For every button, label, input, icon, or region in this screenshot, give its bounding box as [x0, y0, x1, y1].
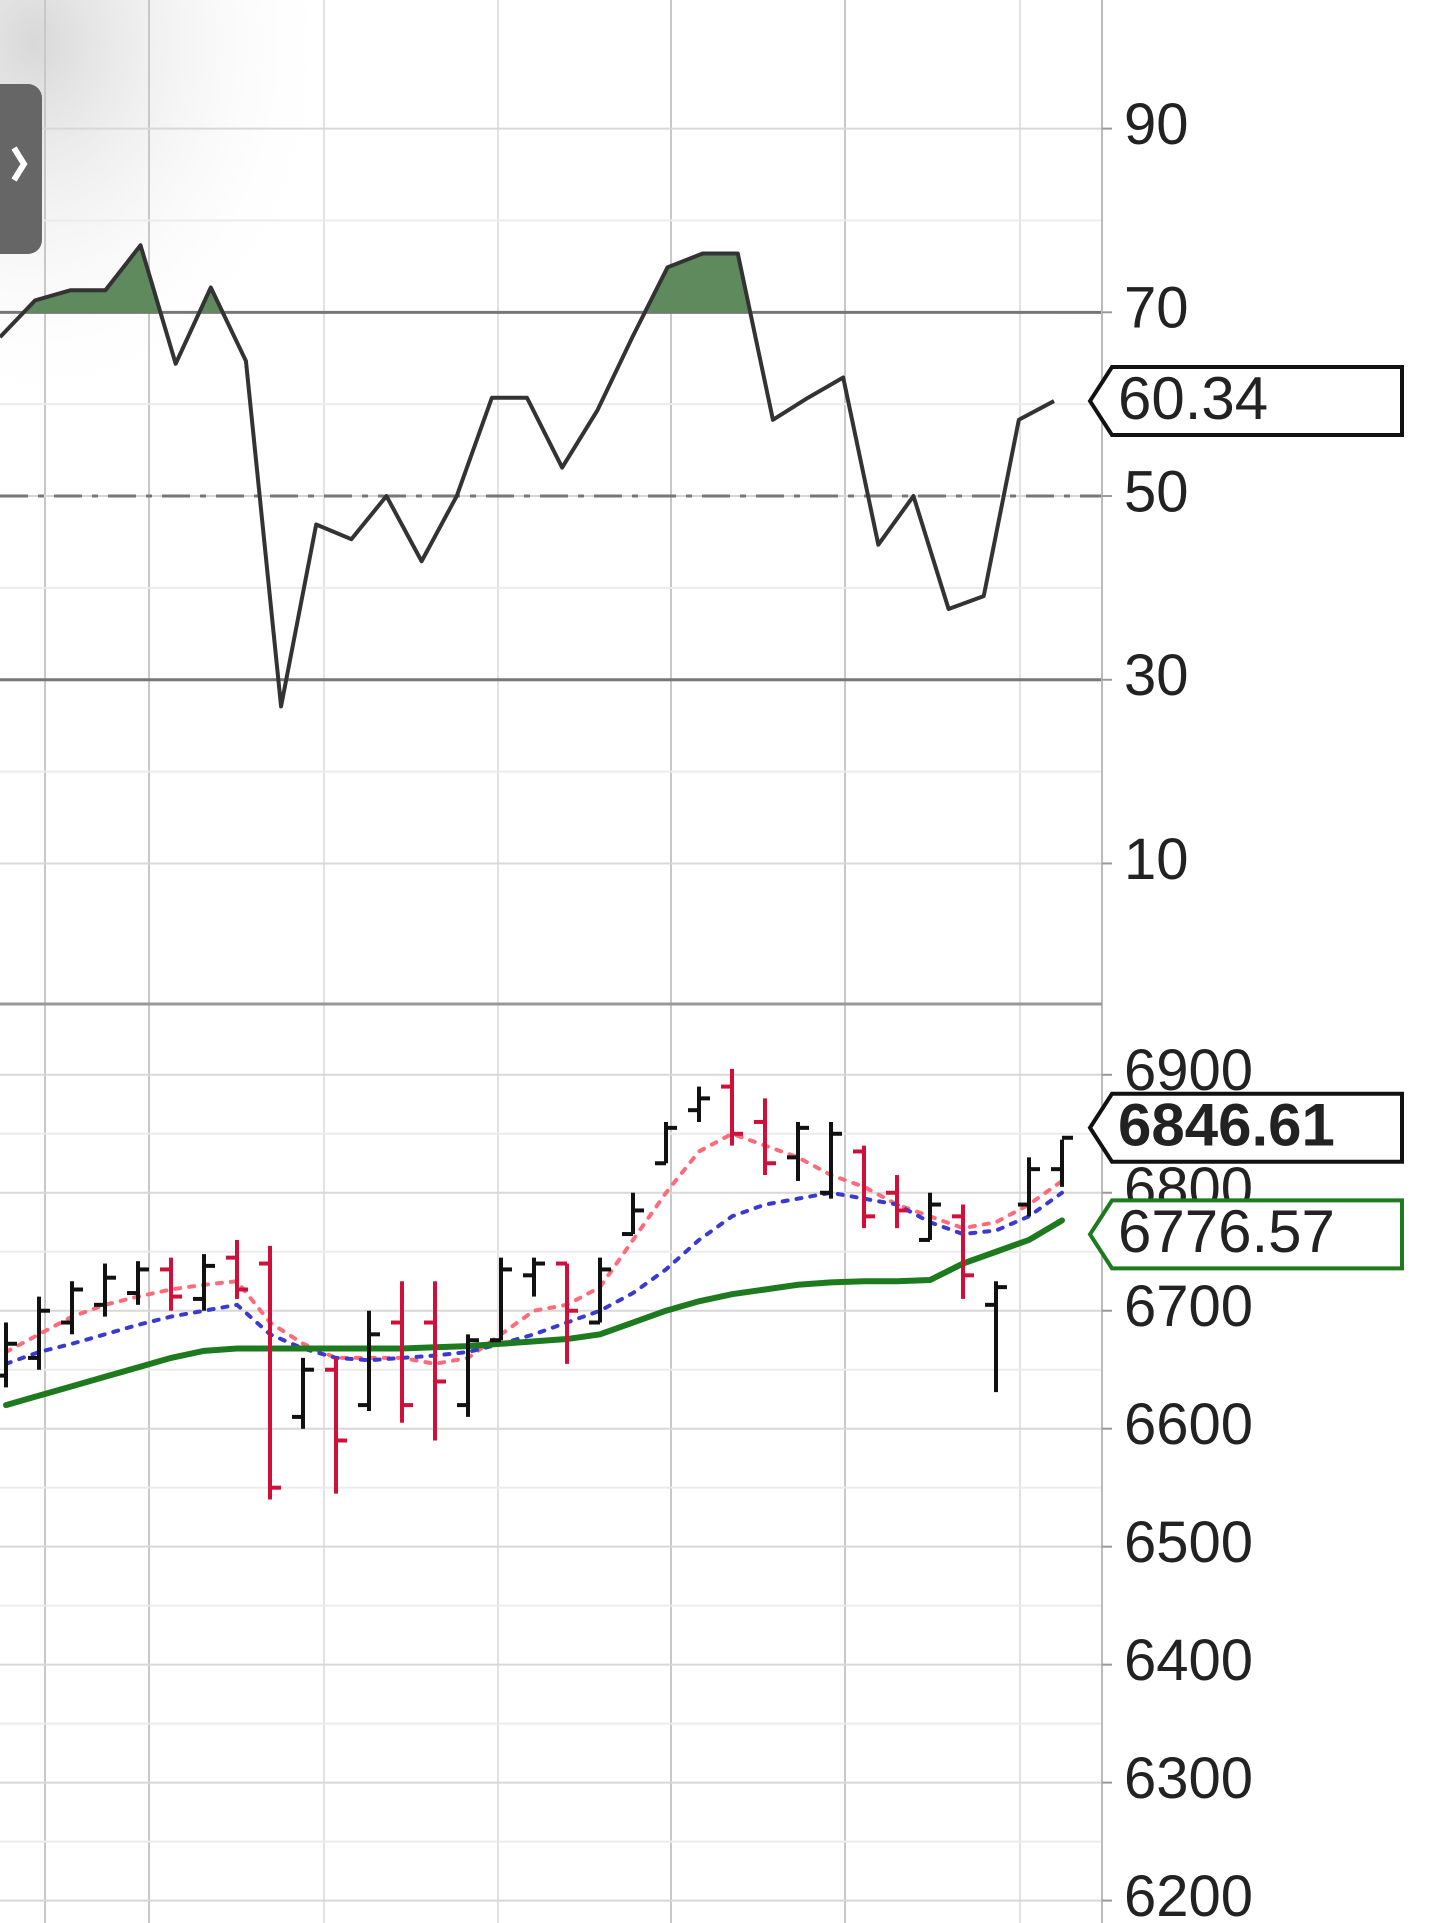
plot — [0, 243, 1102, 1500]
rsi-line — [0, 243, 1055, 709]
ohlc-bar — [688, 1086, 710, 1122]
value-box: 6776.57 — [1087, 1198, 1404, 1271]
ohlc-bar — [754, 1098, 776, 1176]
value-box-label: 6846.61 — [1118, 1092, 1335, 1159]
value-box-frame — [1087, 1198, 1404, 1271]
moving-average — [3, 1217, 1065, 1409]
ohlc-bar — [424, 1281, 446, 1441]
moving-average — [4, 1131, 1064, 1366]
ohlc-bar — [952, 1204, 974, 1299]
ohlc-bar — [1018, 1157, 1040, 1217]
y-tick-label: 6200 — [1124, 1864, 1253, 1923]
ohlc-bar — [61, 1281, 83, 1335]
ohlc-bar — [985, 1281, 1007, 1393]
ohlc-bar — [622, 1192, 644, 1237]
axis: 10 30 50 70 90 60.34 6200 6300 6400 6500 6600 6700 6… — [1087, 92, 1404, 1923]
value-box-label: 6776.57 — [1118, 1198, 1335, 1265]
ohlc-bar — [0, 1322, 17, 1388]
value-box: 60.34 — [1087, 365, 1404, 438]
y-tick-label: 6600 — [1124, 1392, 1253, 1457]
ohlc-bar — [391, 1281, 413, 1423]
ohlc-bar — [820, 1121, 842, 1199]
value-box-label: 60.34 — [1118, 365, 1268, 432]
ohlc-bar — [259, 1245, 281, 1500]
ohlc-bar — [589, 1257, 611, 1325]
ohlc-bar — [292, 1357, 314, 1429]
ohlc-bar — [1051, 1135, 1073, 1187]
ohlc-bar — [325, 1357, 347, 1494]
ohlc-bar — [787, 1121, 809, 1181]
ohlc-bar — [193, 1254, 215, 1311]
ohlc-bar — [886, 1175, 908, 1229]
ohlc-bar — [457, 1334, 479, 1417]
y-tick-label: 6500 — [1124, 1510, 1253, 1575]
y-tick-label: 90 — [1124, 92, 1189, 157]
ohlc-bar — [919, 1192, 941, 1242]
y-tick-label: 70 — [1124, 276, 1189, 341]
ohlc-bar — [94, 1263, 116, 1317]
ohlc-bar — [358, 1310, 380, 1412]
value-box-frame — [1087, 365, 1404, 438]
ohlc-bar — [721, 1068, 743, 1146]
y-tick-label: 6400 — [1124, 1628, 1253, 1693]
shade — [0, 0, 340, 420]
moving-average — [4, 1190, 1064, 1366]
ohlc-bar — [127, 1261, 149, 1305]
chevron-icon[interactable] — [11, 146, 28, 182]
ohlc-bar — [226, 1239, 248, 1299]
expand-button[interactable] — [0, 84, 42, 254]
overbought-area — [23, 245, 751, 313]
y-tick-label: 30 — [1124, 643, 1189, 708]
ohlc-bar — [490, 1257, 512, 1343]
y-tick-label: 6300 — [1124, 1746, 1253, 1811]
ohlc-bar — [160, 1257, 182, 1311]
y-tick-label: 6700 — [1124, 1274, 1253, 1339]
y-tick-label: 50 — [1124, 459, 1189, 524]
ohlc-bar — [28, 1296, 50, 1370]
value-box: 6846.61 — [1087, 1091, 1404, 1164]
ohlc-bar — [655, 1121, 677, 1166]
ohlc-bar — [556, 1261, 578, 1364]
value-box-frame — [1087, 1091, 1404, 1164]
y-tick-label: 10 — [1124, 827, 1189, 892]
ohlc-bar — [523, 1257, 545, 1297]
ohlc-bar — [853, 1145, 875, 1229]
